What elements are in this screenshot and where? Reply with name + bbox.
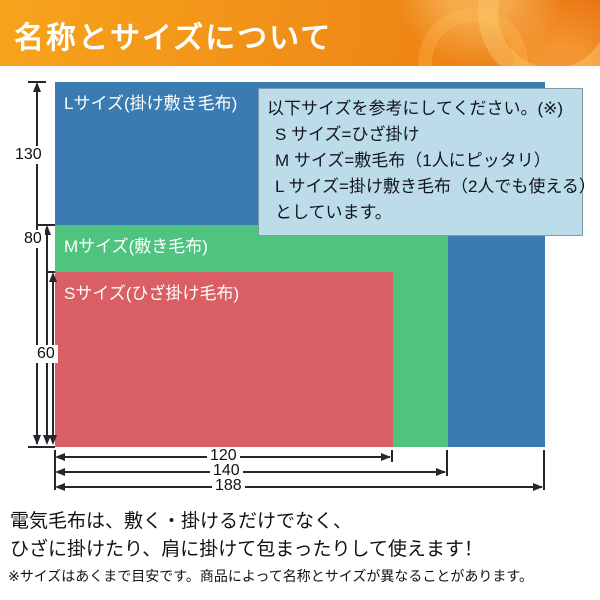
arrow-up-icon <box>49 272 57 282</box>
dim-tick <box>46 271 55 273</box>
dim-label-width-L: 188 <box>212 477 245 495</box>
dim-extension-line <box>543 450 545 490</box>
arrow-down-icon <box>33 435 41 445</box>
footer-line-1: 電気毛布は、敷く・掛けるだけでなく、 <box>10 511 353 532</box>
arrow-down-icon <box>43 435 51 445</box>
info-outro: としています。 <box>275 203 392 222</box>
dim-label-width-M: 140 <box>210 462 243 480</box>
size-rect-S: Sサイズ(ひざ掛け毛布) <box>55 272 393 447</box>
dim-label-height-L: 130 <box>12 146 45 164</box>
arrow-right-icon <box>381 453 391 461</box>
dim-line-width-M <box>57 471 445 473</box>
footer-disclaimer: ※サイズはあくまで目安です。商品によって名称とサイズが異なることがあります。 <box>8 568 533 584</box>
arrow-up-icon <box>43 225 51 235</box>
arrow-right-icon <box>533 483 543 491</box>
page-title: 名称とサイズについて <box>14 22 333 55</box>
arrow-left-icon <box>55 483 65 491</box>
dim-tick <box>38 224 55 226</box>
dim-line-width-L <box>57 486 542 488</box>
info-item-m: M サイズ=敷毛布（1人にピッタリ） <box>275 151 551 170</box>
info-item-l: L サイズ=掛け敷き毛布（2人でも使える） <box>275 177 596 196</box>
arrow-up-icon <box>33 82 41 92</box>
arrow-right-icon <box>436 468 446 476</box>
dim-label-width-S: 120 <box>207 447 240 465</box>
title-banner: 名称とサイズについて <box>0 0 600 66</box>
dim-tick <box>28 446 55 448</box>
arrow-left-icon <box>55 468 65 476</box>
info-intro: 以下サイズを参考にしてください。(※) <box>267 99 564 118</box>
dim-extension-line <box>391 450 393 462</box>
size-rect-M-label: Mサイズ(敷き毛布) <box>64 237 208 256</box>
size-rect-L-label: Lサイズ(掛け敷き毛布) <box>64 94 238 113</box>
size-rect-S-label: Sサイズ(ひざ掛け毛布) <box>64 284 240 303</box>
dim-label-height-M: 80 <box>21 230 45 248</box>
arrow-down-icon <box>49 435 57 445</box>
dim-line-height-L <box>36 84 38 444</box>
dim-tick <box>28 81 46 83</box>
dim-line-height-M <box>46 227 48 443</box>
size-info-box: 以下サイズを参考にしてください。(※) S サイズ=ひざ掛け M サイズ=敷毛布… <box>258 88 596 236</box>
dim-extension-line <box>446 450 448 476</box>
footer-line-2: ひざに掛けたり、肩に掛けて包まったりして使えます！ <box>10 539 483 560</box>
dim-label-height-S: 60 <box>34 345 58 363</box>
arrow-left-icon <box>55 453 65 461</box>
info-item-s: S サイズ=ひざ掛け <box>275 125 420 144</box>
